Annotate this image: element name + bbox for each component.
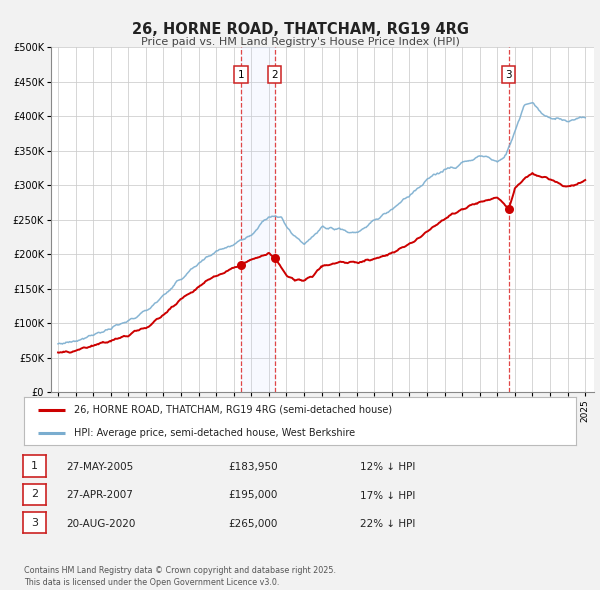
Text: 12% ↓ HPI: 12% ↓ HPI <box>360 462 415 472</box>
Text: 1: 1 <box>31 461 38 471</box>
Text: £265,000: £265,000 <box>228 519 277 529</box>
Text: 2: 2 <box>31 490 38 499</box>
Text: 2: 2 <box>271 70 278 80</box>
Text: 17% ↓ HPI: 17% ↓ HPI <box>360 490 415 500</box>
Text: 3: 3 <box>31 518 38 527</box>
Text: 22% ↓ HPI: 22% ↓ HPI <box>360 519 415 529</box>
Text: Price paid vs. HM Land Registry's House Price Index (HPI): Price paid vs. HM Land Registry's House … <box>140 37 460 47</box>
Text: 27-APR-2007: 27-APR-2007 <box>66 490 133 500</box>
Text: HPI: Average price, semi-detached house, West Berkshire: HPI: Average price, semi-detached house,… <box>74 428 355 438</box>
Text: 20-AUG-2020: 20-AUG-2020 <box>66 519 136 529</box>
Text: 3: 3 <box>505 70 512 80</box>
Bar <box>241 47 275 392</box>
Text: 26, HORNE ROAD, THATCHAM, RG19 4RG: 26, HORNE ROAD, THATCHAM, RG19 4RG <box>131 22 469 37</box>
Text: Contains HM Land Registry data © Crown copyright and database right 2025.
This d: Contains HM Land Registry data © Crown c… <box>24 566 336 587</box>
Text: 1: 1 <box>238 70 244 80</box>
Text: £183,950: £183,950 <box>228 462 278 472</box>
Text: 27-MAY-2005: 27-MAY-2005 <box>66 462 133 472</box>
Text: 26, HORNE ROAD, THATCHAM, RG19 4RG (semi-detached house): 26, HORNE ROAD, THATCHAM, RG19 4RG (semi… <box>74 405 392 415</box>
Text: £195,000: £195,000 <box>228 490 277 500</box>
